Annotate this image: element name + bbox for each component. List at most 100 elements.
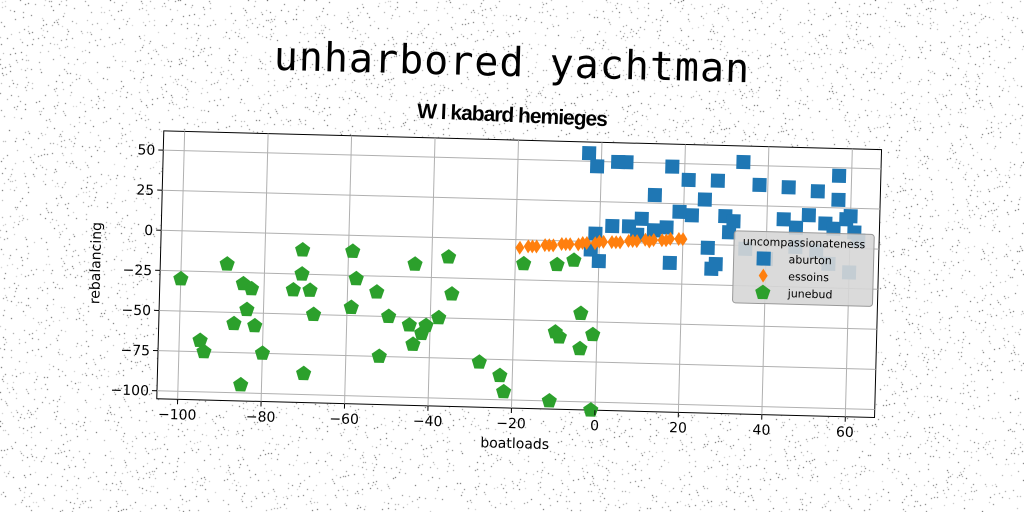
data-point-junebud: [471, 354, 487, 369]
data-point-junebud: [219, 256, 235, 271]
data-point-aburton: [752, 177, 767, 193]
data-point-aburton: [659, 220, 674, 235]
data-point-essoins: [611, 235, 621, 250]
data-point-aburton: [672, 204, 687, 219]
x-axis-label: boatloads: [480, 435, 549, 453]
x-tick-label: 60: [836, 425, 854, 441]
data-point-aburton: [776, 212, 791, 227]
data-point-junebud: [492, 367, 508, 383]
data-point-junebud: [407, 256, 423, 271]
x-grid-line: [677, 144, 686, 413]
data-point-aburton: [681, 172, 696, 188]
data-point-junebud: [247, 317, 263, 333]
data-point-junebud: [573, 305, 589, 321]
x-tick-label: 40: [752, 422, 770, 438]
y-grid-line: [159, 310, 877, 330]
data-point-junebud: [296, 365, 312, 381]
data-point-junebud: [441, 249, 457, 264]
data-point-aburton: [710, 173, 726, 188]
y-grid-line: [162, 189, 880, 210]
data-point-aburton: [708, 256, 723, 272]
x-tick-label: −100: [158, 407, 197, 424]
x-tick-label: −80: [246, 409, 276, 426]
data-point-essoins: [644, 234, 654, 249]
data-point-junebud: [305, 306, 322, 322]
y-tick-label: −25: [122, 262, 152, 279]
data-point-junebud: [226, 315, 242, 331]
data-point-junebud: [418, 317, 434, 333]
data-point-essoins: [628, 234, 638, 249]
data-point-junebud: [369, 284, 385, 299]
data-point-aburton: [721, 225, 737, 240]
data-point-aburton: [665, 159, 680, 174]
data-point-essoins: [661, 233, 671, 248]
data-point-essoins: [515, 240, 525, 255]
x-tick-label: −20: [496, 416, 526, 433]
data-point-junebud: [295, 242, 311, 257]
data-point-aburton: [781, 180, 796, 195]
data-point-aburton: [826, 221, 841, 236]
data-point-aburton: [736, 154, 751, 170]
y-tick-label: −100: [110, 383, 149, 400]
data-point-junebud: [243, 280, 260, 296]
y-tick-label: −50: [121, 303, 151, 320]
data-point-junebud: [431, 309, 447, 325]
data-point-junebud: [302, 282, 318, 297]
data-point-aburton: [581, 146, 597, 161]
y-tick-label: 0: [144, 223, 153, 239]
data-point-junebud: [173, 270, 189, 286]
data-point-junebud: [444, 286, 460, 301]
x-grid-line: [594, 142, 603, 411]
y-tick-label: 25: [136, 183, 154, 199]
data-point-essoins: [678, 232, 688, 247]
legend-marker-aburton: [756, 251, 771, 266]
data-point-aburton: [801, 207, 817, 223]
data-point-junebud: [572, 340, 588, 356]
data-point-junebud: [405, 336, 421, 352]
legend-label: aburton: [788, 253, 832, 267]
x-grid-line: [427, 137, 436, 406]
data-point-junebud: [294, 266, 310, 281]
data-point-junebud: [516, 255, 532, 271]
data-point-aburton: [591, 253, 607, 269]
data-marks: [173, 146, 866, 417]
data-point-aburton: [684, 208, 700, 223]
x-tick-label: −60: [329, 411, 359, 428]
data-point-junebud: [196, 343, 212, 359]
x-tick-label: −40: [413, 413, 443, 430]
data-point-aburton: [662, 255, 677, 271]
data-point-aburton: [810, 184, 825, 199]
x-grid-line: [177, 131, 186, 400]
data-point-junebud: [254, 345, 271, 360]
legend-box: [732, 230, 875, 307]
legend-label: essoins: [788, 270, 829, 284]
y-grid-line: [156, 390, 875, 411]
data-point-aburton: [831, 168, 847, 183]
x-grid-line: [510, 140, 519, 409]
y-axis-label: rebalancing: [87, 222, 105, 305]
data-point-aburton: [831, 192, 846, 208]
data-point-aburton: [647, 187, 663, 203]
x-grid-line: [344, 135, 353, 404]
data-point-essoins: [561, 237, 571, 252]
data-point-essoins: [527, 239, 537, 254]
legend-label: junebud: [787, 287, 833, 301]
y-tick-label: 50: [137, 142, 155, 158]
data-point-junebud: [192, 332, 208, 348]
data-point-aburton: [726, 214, 741, 229]
data-point-aburton: [605, 218, 620, 234]
data-point-essoins: [640, 232, 650, 247]
data-point-aburton: [700, 240, 715, 256]
tick-labels: −100 −80 −60 −40 −20 0 20 40 60 50 25 0 −25 −50 −75 −10…: [110, 142, 854, 441]
data-point-junebud: [549, 256, 565, 272]
legend-title: uncompassionateness: [743, 235, 866, 251]
x-tick-label: 20: [669, 420, 687, 436]
data-point-junebud: [233, 376, 249, 392]
data-point-junebud: [348, 270, 364, 286]
data-point-junebud: [371, 348, 387, 363]
data-point-aburton: [589, 159, 605, 174]
data-point-aburton: [843, 209, 858, 224]
y-grid-line: [163, 149, 882, 170]
legend: uncompassionateness aburton essoins junebu…: [732, 230, 875, 307]
